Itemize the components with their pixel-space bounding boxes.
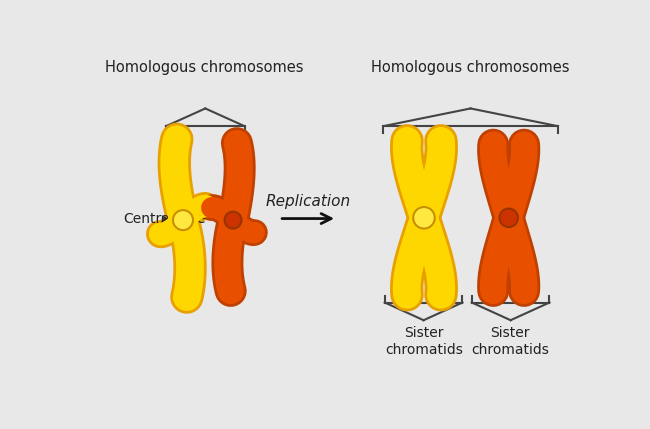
Text: Replication: Replication (265, 193, 350, 208)
Text: Homologous chromosomes: Homologous chromosomes (105, 60, 303, 75)
Circle shape (413, 207, 435, 229)
Text: Centromere: Centromere (123, 211, 205, 226)
Text: Sister
chromatids: Sister chromatids (385, 326, 463, 356)
Circle shape (499, 208, 518, 227)
Text: Homologous chromosomes: Homologous chromosomes (371, 60, 569, 75)
Circle shape (173, 210, 193, 230)
Circle shape (224, 211, 242, 229)
Text: Sister
chromatids: Sister chromatids (471, 326, 549, 356)
